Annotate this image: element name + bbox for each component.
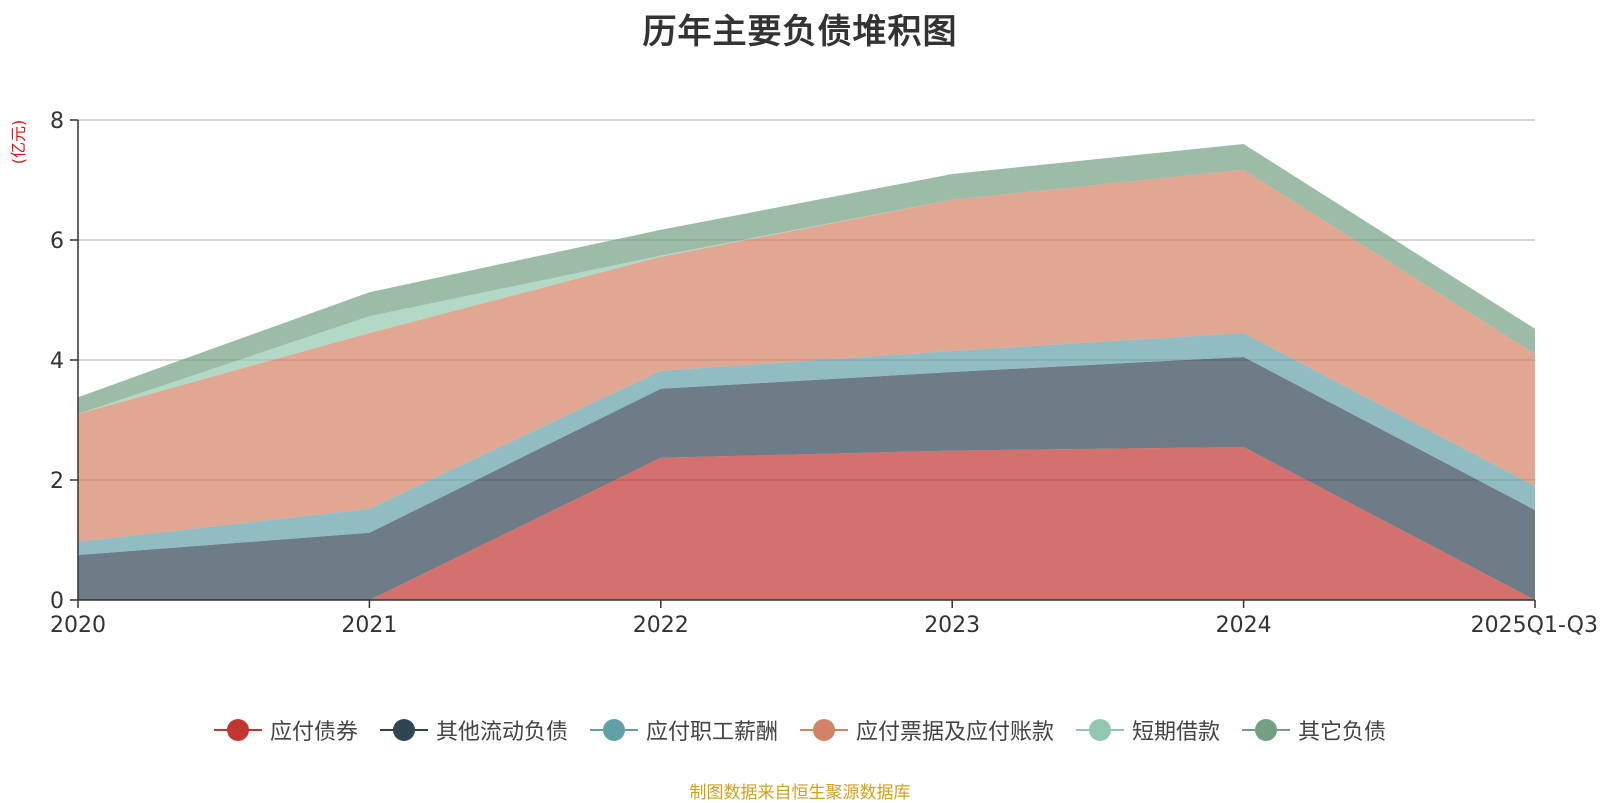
- y-tick-label: 4: [50, 349, 64, 374]
- legend-label: 其它负债: [1298, 720, 1387, 745]
- chart-title: 历年主要负债堆积图: [642, 12, 958, 52]
- x-tick-label: 2024: [1216, 613, 1272, 638]
- legend-item[interactable]: 其它负债: [1242, 714, 1386, 746]
- legend-marker-icon: [379, 718, 428, 742]
- y-tick-label: 2: [50, 469, 64, 494]
- area-series-应付票据及应付账款: [78, 169, 1535, 542]
- legend-marker-icon: [589, 718, 638, 742]
- x-tick-label: 2021: [341, 613, 397, 638]
- legend-label: 应付债券: [269, 720, 358, 745]
- legend-item[interactable]: 应付票据及应付账款: [800, 714, 1054, 746]
- legend-label: 其他流动负债: [435, 720, 568, 745]
- x-tick-label: 2025Q1-Q3: [1471, 613, 1598, 638]
- axes: 0 2 4 6 8 2020 2021 2022 2023 2024 2025Q1-Q3: [50, 109, 1598, 638]
- legend-label: 应付职工薪酬: [645, 720, 778, 745]
- legend-marker-icon: [800, 718, 848, 742]
- y-tick-label: 8: [50, 109, 64, 134]
- y-tick-label: 0: [50, 589, 64, 614]
- legend-marker-icon: [1076, 718, 1125, 742]
- legend-marker-icon: [213, 718, 262, 742]
- legend-label: 短期借款: [1132, 720, 1221, 745]
- legend: 应付债券 其他流动负债 应付职工薪酬 应付票据及应付账款 短期借款 其它负债: [0, 714, 1600, 746]
- x-tick-label: 2020: [50, 613, 106, 638]
- y-tick-label: 6: [50, 229, 64, 254]
- y-axis-label: (亿元): [9, 120, 28, 165]
- legend-item[interactable]: 应付债券: [213, 714, 358, 746]
- legend-item[interactable]: 其他流动负债: [379, 714, 568, 746]
- x-tick-label: 2022: [633, 613, 689, 638]
- legend-item[interactable]: 短期借款: [1076, 714, 1220, 746]
- area-series-应付职工薪酬: [78, 333, 1535, 555]
- legend-item[interactable]: 应付职工薪酬: [589, 714, 778, 746]
- area-series-应付债券: [78, 447, 1535, 600]
- legend-label: 应付票据及应付账款: [856, 720, 1055, 745]
- legend-marker-icon: [1242, 718, 1291, 742]
- source-note: 制图数据来自恒生聚源数据库: [689, 783, 911, 803]
- x-tick-label: 2023: [924, 613, 980, 638]
- area-series-其他流动负债: [78, 357, 1535, 600]
- area-series: [78, 144, 1535, 600]
